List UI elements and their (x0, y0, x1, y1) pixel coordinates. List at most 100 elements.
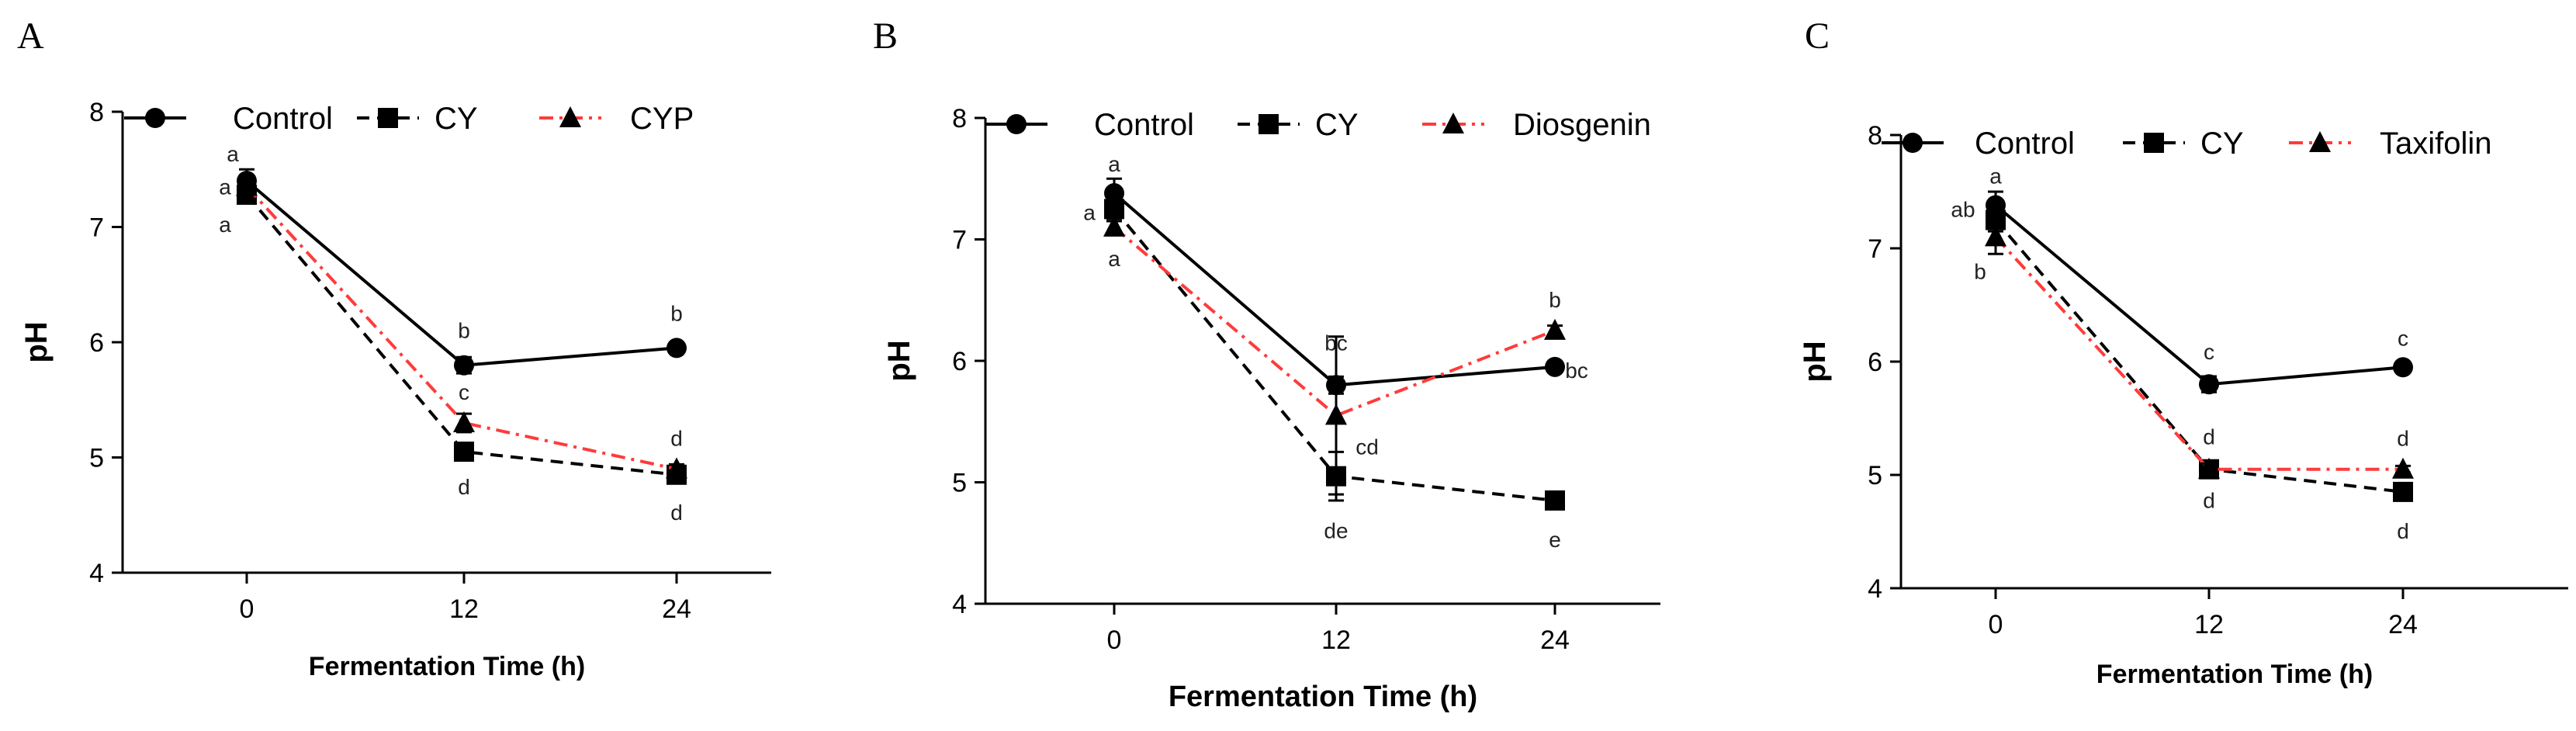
x-tick-label: 24 (2388, 610, 2418, 639)
x-tick-label: 12 (1321, 625, 1351, 655)
y-tick-label: 8 (1868, 121, 1882, 151)
significance-letter: c (459, 380, 469, 404)
significance-letter: d (670, 501, 683, 525)
data-point (2198, 457, 2220, 479)
series-cy: ab d d (1951, 198, 2413, 543)
y-tick-label: 7 (952, 226, 967, 255)
data-point (2393, 357, 2413, 378)
legend-item-cy: CY (2123, 126, 2244, 161)
significance-letter: a (1989, 165, 2002, 189)
legend-item-taxifolin: Taxifolin (2289, 126, 2492, 161)
significance-letter: a (227, 142, 239, 166)
x-tick-label: 24 (662, 594, 691, 624)
series-line (245, 193, 677, 476)
y-tick-label: 5 (89, 444, 104, 473)
significance-letter: de (1324, 519, 1348, 543)
series-line (1994, 203, 2404, 386)
significance-letter: a (219, 175, 231, 199)
legend-marker (1006, 114, 1027, 134)
y-tick-label: 8 (89, 98, 104, 127)
y-tick-label: 6 (952, 347, 967, 376)
data-point (2393, 481, 2413, 502)
legend-item-cyp: CYP (539, 102, 694, 136)
y-tick-label: 5 (952, 469, 967, 498)
y-tick-label: 7 (89, 213, 104, 243)
x-tick-label: 12 (2194, 610, 2224, 639)
significance-letter: a (1108, 152, 1120, 176)
x-axis-title: Fermentation Time (h) (2096, 660, 2373, 689)
legend-marker (378, 108, 398, 128)
significance-letter: ab (1951, 198, 1975, 222)
x-tick-label: 12 (449, 594, 479, 624)
x-tick-label: 24 (1540, 625, 1570, 655)
data-point (666, 457, 687, 479)
legend-item-cy: CY (357, 102, 478, 136)
legend-item-control: Control (985, 108, 1194, 142)
series-control: a b b (227, 142, 687, 376)
panel-letter: A (17, 16, 44, 57)
x-axis-title: Fermentation Time (h) (309, 652, 585, 681)
significance-letter: a (1108, 247, 1120, 271)
legend-item-control: Control (124, 102, 333, 136)
significance-letter: cd (1356, 435, 1379, 459)
y-axis-title: pH (882, 340, 916, 381)
legend-item-diosgenin: Diosgenin (1422, 108, 1651, 142)
x-tick-label: 0 (1989, 610, 2003, 639)
data-point (454, 442, 474, 463)
y-tick-label: 6 (1868, 348, 1882, 377)
y-axis-title: pH (19, 321, 54, 362)
legend-marker (1259, 114, 1279, 134)
legend-label: Diosgenin (1513, 108, 1651, 142)
series-cyp: a c d (219, 175, 687, 479)
significance-letter: b (670, 301, 683, 325)
x-tick-label: 0 (240, 594, 254, 624)
panel-letter: C (1805, 16, 1830, 57)
significance-letter: a (1083, 200, 1096, 224)
legend-marker (559, 106, 581, 127)
significance-letter: bc (1565, 359, 1588, 383)
legend-label: Control (1975, 126, 2075, 161)
data-point (1103, 215, 1125, 237)
legend-label: Control (233, 102, 333, 136)
legend-label: CY (1315, 108, 1359, 142)
legend-marker (1442, 113, 1464, 133)
legend-label: Control (1094, 108, 1194, 142)
series-line (1994, 236, 2403, 471)
legend-marker (2309, 131, 2331, 152)
legend-marker (1903, 133, 1923, 153)
legend-label: CY (435, 102, 478, 136)
significance-letter: d (458, 475, 470, 499)
x-axis-title: Fermentation Time (h) (1169, 681, 1477, 713)
series-line (1113, 226, 1556, 417)
legend-marker (145, 108, 165, 128)
legend-item-cy: CY (1238, 108, 1359, 142)
y-tick-label: 7 (1868, 234, 1882, 264)
panel-letter: B (873, 16, 898, 57)
data-point (1545, 490, 1565, 511)
significance-letter: d (2397, 427, 2409, 451)
legend-marker (2144, 133, 2164, 153)
chart-panel-a: A 4 5 6 7 8 0 12 24 Fermentation Time (h) pH a b b Con… (17, 16, 771, 681)
data-point (453, 411, 475, 432)
data-point (2392, 457, 2414, 479)
y-axis-title: pH (1798, 341, 1832, 382)
significance-letter: d (670, 426, 683, 450)
data-point (1985, 225, 2006, 247)
series-taxifolin: b d d (1974, 219, 2414, 513)
y-tick-label: 4 (89, 559, 104, 588)
data-point (454, 355, 474, 376)
data-point (1325, 404, 1347, 425)
series-control: a c c (1986, 165, 2413, 395)
series-diosgenin: a cd b (1103, 215, 1566, 496)
significance-letter: b (1549, 288, 1561, 312)
data-point (236, 175, 258, 196)
significance-letter: b (1974, 259, 1986, 283)
data-point (667, 338, 687, 359)
significance-letter: e (1549, 528, 1561, 552)
significance-letter: b (458, 319, 470, 343)
legend-label: Taxifolin (2380, 126, 2492, 161)
significance-letter: d (2203, 425, 2215, 449)
